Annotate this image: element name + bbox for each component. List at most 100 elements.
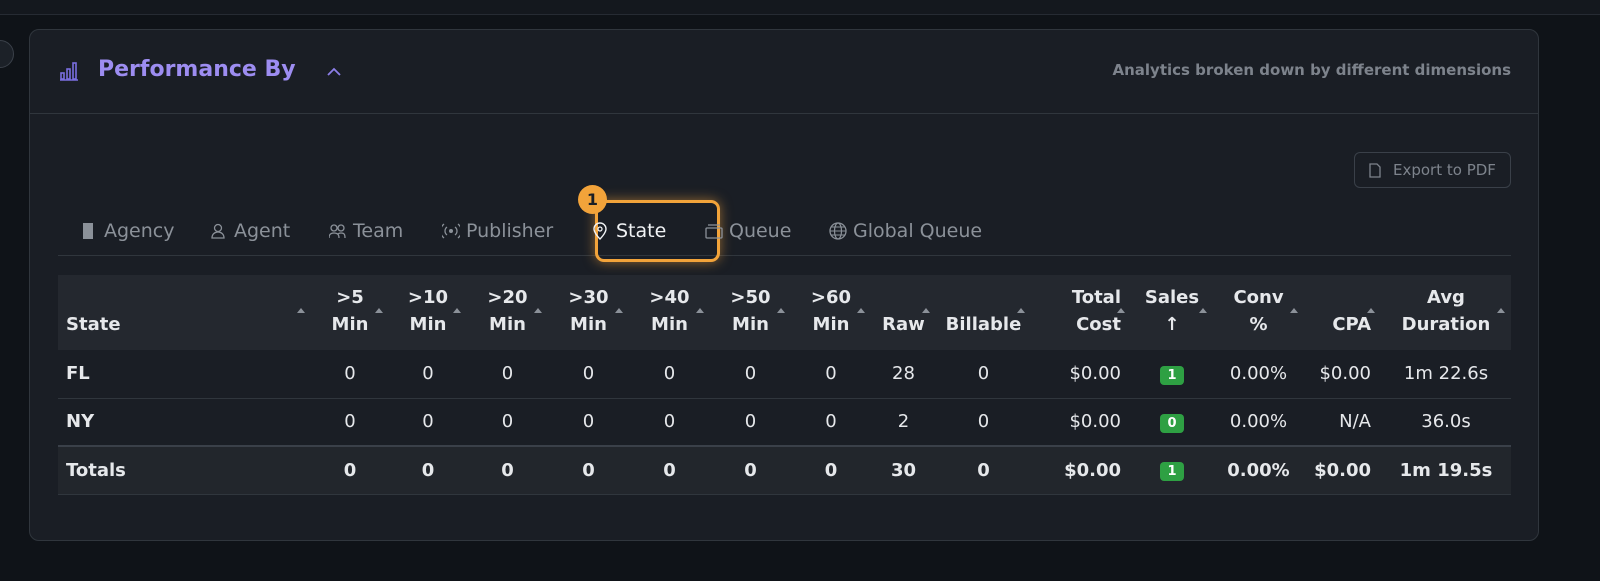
cell: 0 (1131, 398, 1213, 447)
tab-icon (442, 223, 460, 239)
cell: 0 (936, 445, 1031, 495)
cell-text: FL (66, 363, 90, 385)
cell-text: 0 (422, 411, 434, 433)
header-line: Min (570, 314, 607, 335)
cell: 0 (311, 445, 389, 495)
header-line: >40 (649, 287, 690, 308)
cell-text: 0 (582, 459, 595, 481)
column-header[interactable]: >20 Min (467, 275, 548, 350)
cell-text: 0 (824, 459, 838, 481)
cell-text: Totals (66, 459, 126, 481)
chart-icon (60, 62, 78, 81)
tab-icon (705, 224, 723, 239)
column-header[interactable]: Total Cost (1031, 275, 1131, 350)
tab-label: State (616, 220, 667, 242)
column-header[interactable]: Raw (871, 275, 936, 350)
cell-text: NY (66, 411, 95, 433)
cell-text: 0 (977, 411, 990, 433)
cell: $0.00 (1304, 350, 1381, 399)
data-row: FL 0 0 0 0 0 0 0 28 0 $0.00 1 0.00% $0.00 1m 22.6s (58, 350, 1511, 399)
tab[interactable]: Queue (705, 220, 791, 242)
cell-text: 0 (343, 459, 357, 481)
cell: 1 (1131, 445, 1213, 495)
header-line: State (66, 314, 121, 335)
column-header[interactable]: >50 Min (710, 275, 791, 350)
header-row: State >5 Min >10 Min >20 Min >30 Min >40 Min >50 Min… (58, 275, 1511, 350)
cell: 0 (548, 398, 629, 447)
cell: $0.00 (1031, 350, 1131, 399)
collapse-toggle[interactable] (326, 66, 342, 78)
cell-text: 0 (977, 459, 990, 481)
tab[interactable]: State (592, 220, 666, 242)
column-header[interactable]: Billable (936, 275, 1031, 350)
column-header[interactable]: >60 Min (791, 275, 871, 350)
header-line: >10 (407, 287, 449, 308)
cell: $0.00 (1031, 398, 1131, 447)
cell: 0 (936, 350, 1031, 399)
cell: 0 (710, 445, 791, 495)
tab[interactable]: Team (329, 220, 403, 242)
header-line: >30 (568, 287, 609, 308)
header-line: Min (331, 314, 369, 335)
step-badge: 1 (578, 185, 607, 214)
column-header[interactable]: Conv% (1213, 275, 1304, 350)
cell: 0 (936, 398, 1031, 447)
tab[interactable]: Agency (80, 220, 174, 242)
cell: 0 (710, 398, 791, 447)
header-line: Raw (882, 314, 925, 335)
tab[interactable]: Agent (210, 220, 290, 242)
cell-text: 0 (501, 459, 514, 481)
cell-text: 0 (744, 411, 757, 433)
header-line: Duration (1401, 314, 1491, 335)
cell-text: 0 (344, 363, 356, 385)
cell-text: 0 (421, 459, 435, 481)
column-header[interactable]: >10 Min (389, 275, 467, 350)
cell-text: 0 (501, 411, 514, 433)
tab-label: Agent (234, 220, 291, 242)
sales-badge: 1 (1160, 365, 1184, 385)
tab-label: Global Queue (853, 220, 983, 242)
cell: 0 (629, 398, 710, 447)
export-button[interactable]: Export to PDF (1354, 152, 1511, 188)
cell-text: $0.00 (1069, 411, 1121, 433)
cell: $0.00 (1304, 445, 1381, 495)
cell: 0.00% (1213, 445, 1304, 495)
column-header[interactable]: Avg Duration (1381, 275, 1511, 350)
panel: Performance By Analytics broken down by … (29, 29, 1539, 541)
cell-text: 1m 22.6s (1403, 363, 1489, 385)
cell: 0 (548, 445, 629, 495)
column-header[interactable]: State (58, 275, 311, 350)
cell-text: 30 (890, 459, 917, 481)
cell: NY (58, 398, 311, 447)
column-header[interactable]: Sales ↑ (1131, 275, 1213, 350)
cell: 0 (311, 398, 389, 447)
column-header[interactable]: CPA (1304, 275, 1381, 350)
tab[interactable]: Global Queue (829, 220, 982, 242)
sales-badge: 0 (1160, 413, 1184, 433)
cell-text: 0.00% (1227, 459, 1290, 481)
header-line: Min (812, 314, 850, 335)
cell: 0 (791, 398, 871, 447)
cell-text: 0 (825, 411, 837, 433)
tab-icon (593, 222, 607, 240)
header-line: CPA (1332, 314, 1371, 335)
table-body: FL 0 0 0 0 0 0 0 28 0 $0.00 1 0.00% $0.00 1m 22.6s NY 0 0… (58, 350, 1511, 495)
cell: 0 (467, 445, 548, 495)
column-header[interactable]: >5 Min (311, 275, 389, 350)
header-line: >60 (810, 287, 852, 308)
header-line: Total (1071, 287, 1121, 308)
panel-header: Performance By Analytics broken down by … (30, 30, 1538, 114)
cell: 0 (791, 350, 871, 399)
cell-text: 0 (744, 459, 757, 481)
tab[interactable]: Publisher (442, 220, 553, 242)
panel-subtitle: Analytics broken down by different dimen… (1112, 61, 1512, 79)
column-header[interactable]: >30 Min (548, 275, 629, 350)
cell-text: 0 (663, 411, 676, 433)
cell-text: 0 (663, 363, 676, 385)
cell-text: 0 (825, 363, 837, 385)
header-line: Avg (1427, 287, 1465, 308)
cell-text: 36.0s (1421, 411, 1471, 433)
sidebar-toggle[interactable] (0, 40, 14, 68)
column-header[interactable]: >40 Min (629, 275, 710, 350)
